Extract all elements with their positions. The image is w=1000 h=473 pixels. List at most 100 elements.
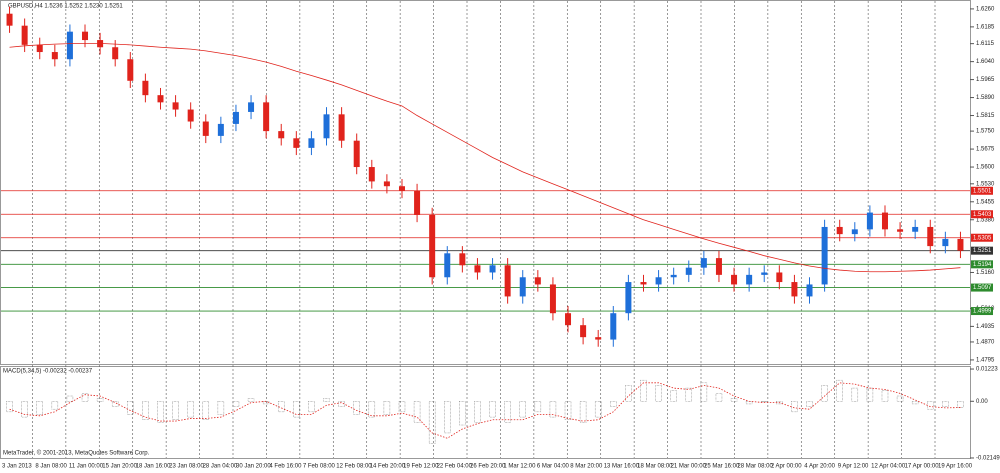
- level-tag: [971, 186, 993, 195]
- x-tick-label: 4 Apr 20:00: [804, 464, 835, 470]
- candle-body: [429, 214, 436, 278]
- candle-body: [912, 226, 919, 232]
- macd-bar: [534, 401, 542, 413]
- level-label: 1.5501: [973, 188, 992, 194]
- level-label: 1.5194: [973, 262, 992, 268]
- x-tick-label: 9 Apr 12:00: [838, 464, 869, 470]
- y-tick-label: 1.5600: [976, 165, 995, 171]
- candle-body: [957, 238, 964, 251]
- candle-body: [142, 80, 149, 96]
- y-tick-label: 1.5890: [976, 95, 995, 101]
- x-tick-label: 18 Jan 16:00: [136, 464, 171, 470]
- candle-body: [791, 282, 798, 297]
- macd-bar: [519, 401, 526, 418]
- candle-body: [217, 123, 224, 136]
- macd-bar: [398, 401, 406, 413]
- x-tick-label: 19 Apr 16:00: [938, 464, 973, 470]
- y-tick-label: -0.02149: [976, 456, 1000, 462]
- macd-bar: [383, 401, 391, 415]
- macd-bar: [564, 401, 572, 421]
- candle-body: [580, 325, 587, 338]
- macd-bar: [21, 401, 28, 418]
- candle-body: [670, 274, 677, 278]
- candle-body: [127, 59, 134, 81]
- level-label: 1.5097: [973, 285, 992, 291]
- macd-bar: [957, 401, 964, 408]
- macd-bar: [51, 401, 59, 410]
- y-tick-label: 1.5160: [976, 270, 995, 276]
- x-tick-label: 18 Mar 08:00: [637, 464, 673, 470]
- macd-bar: [821, 385, 828, 402]
- macd-bar: [504, 401, 511, 423]
- macd-bar: [368, 401, 376, 418]
- macd-bar: [338, 401, 345, 407]
- macd-bar: [413, 401, 421, 423]
- x-tick-label: 12 Feb 08:00: [336, 464, 372, 470]
- y-tick-label: 1.5455: [976, 199, 995, 205]
- candle-body: [323, 114, 330, 139]
- candle-body: [746, 274, 753, 285]
- x-tick-label: 21 Mar 00:00: [671, 464, 707, 470]
- macd-bar: [247, 398, 255, 402]
- macd-bar: [262, 401, 270, 405]
- macd-bar: [142, 401, 149, 421]
- macd-bar: [217, 401, 225, 415]
- x-tick-label: 6 Mar 04:00: [537, 464, 570, 470]
- macd-bar: [881, 390, 889, 402]
- macd-bar: [277, 401, 285, 413]
- candle-body: [731, 274, 738, 285]
- candle-body: [549, 284, 556, 314]
- candle-body: [202, 121, 209, 136]
- x-tick-label: 30 Jan 20:00: [236, 464, 271, 470]
- macd-bar: [760, 401, 768, 403]
- candle-body: [308, 138, 315, 148]
- candle-body: [187, 109, 194, 122]
- candle-body: [444, 253, 451, 278]
- x-tick-label: 4 Feb 16:00: [269, 464, 302, 470]
- x-tick-label: 8 Mar 20:00: [570, 464, 603, 470]
- macd-bar: [157, 401, 164, 423]
- x-tick-label: 12 Apr 04:00: [871, 464, 906, 470]
- candle-body: [776, 272, 783, 283]
- moving-average: [9, 43, 961, 273]
- macd-bar: [610, 401, 617, 407]
- level-tag: [971, 283, 993, 292]
- candle-body: [338, 114, 345, 141]
- macd-bar: [459, 401, 466, 426]
- y-tick-label: 1.5675: [976, 147, 995, 153]
- macd-bar: [866, 387, 874, 402]
- candle-body: [504, 265, 511, 297]
- macd-bar: [489, 401, 496, 418]
- candle-body: [836, 226, 843, 235]
- candle-body: [368, 167, 375, 182]
- candle-body: [942, 238, 949, 247]
- candle-body: [66, 31, 73, 60]
- x-tick-label: 13 Mar 16:00: [604, 464, 640, 470]
- macd-bar: [308, 401, 315, 413]
- macd-bar: [579, 401, 587, 423]
- candle-body: [353, 140, 360, 168]
- candle-body: [278, 131, 285, 139]
- candle-body: [565, 313, 572, 326]
- macd-bar: [685, 387, 693, 402]
- macd-bar: [594, 401, 602, 418]
- macd-bar: [6, 401, 13, 413]
- candle-body: [383, 181, 390, 187]
- macd-bar: [187, 401, 194, 418]
- candle-body: [82, 31, 89, 41]
- candle-body: [293, 138, 300, 148]
- macd-bar: [444, 401, 451, 434]
- candle-body: [595, 337, 602, 340]
- candle-body: [821, 226, 828, 285]
- macd-bar: [428, 401, 436, 444]
- level-tag: [971, 233, 993, 242]
- macd-bar: [670, 390, 677, 402]
- y-tick-label: 1.5750: [976, 129, 995, 135]
- x-tick-label: 25 Mar 16:00: [704, 464, 740, 470]
- macd-bar: [127, 401, 134, 415]
- level-tag: [971, 246, 993, 255]
- macd-bar: [66, 395, 74, 402]
- candle-body: [474, 265, 481, 273]
- candle-body: [36, 44, 43, 53]
